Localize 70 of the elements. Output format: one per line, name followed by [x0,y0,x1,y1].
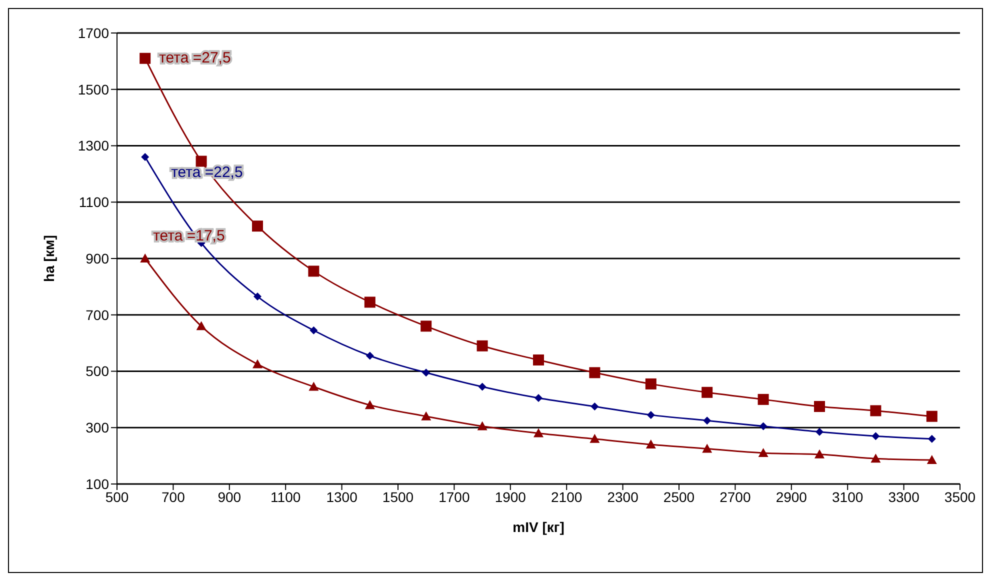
x-tick-label: 1900 [494,488,526,505]
x-tick-label: 1300 [326,488,358,505]
point [870,454,881,463]
x-tick-label: 3100 [832,488,864,505]
x-tick-label: 1100 [270,488,301,505]
x-tick-label: 2100 [551,488,582,505]
point [141,153,150,162]
x-tick-label: 2900 [776,488,808,505]
x-tick-label: 1500 [382,488,414,505]
point [702,444,712,453]
series-label: тета =27,5 [159,49,231,66]
x-tick-label: 2500 [663,488,695,505]
x-tick-label: 2700 [720,488,751,505]
point [140,52,151,64]
y-axis-title: ha [км] [40,235,57,282]
point [421,411,432,420]
point [816,428,824,436]
y-tick-label: 1100 [78,194,110,210]
point [814,400,825,412]
y-tick-label: 900 [86,250,110,266]
x-tick-label: 900 [218,488,242,505]
point [308,266,320,277]
point [758,394,769,405]
x-tick-label: 2300 [607,488,639,505]
point [926,455,937,464]
y-tick-label: 1300 [78,138,110,154]
point [590,402,599,410]
point [534,394,542,402]
point [254,292,262,301]
point [196,321,206,330]
point [476,340,488,352]
point [252,359,262,368]
point [534,428,544,438]
point [702,386,713,398]
point [310,326,318,334]
y-tick-label: 700 [86,306,110,323]
point [646,440,656,449]
point [364,400,375,410]
x-tick-label: 3300 [888,488,920,505]
y-tick-label: 1500 [78,81,110,98]
point [252,220,263,232]
y-tick-label: 300 [86,420,110,436]
point [870,405,882,416]
point [590,434,600,443]
point [872,432,880,440]
point [196,156,207,167]
y-tick-label: 500 [86,363,110,380]
x-tick-label: 700 [162,488,186,505]
point [533,354,544,366]
point [928,434,936,443]
point [308,382,319,391]
x-tick-label: 1700 [438,488,470,505]
point [589,367,600,378]
point [477,421,488,430]
point [645,378,656,390]
point [478,382,486,391]
point [703,416,712,425]
point [758,448,768,457]
point [420,320,432,332]
point [814,449,824,458]
point [646,410,655,419]
point [364,296,376,308]
point [926,410,938,422]
point [759,422,768,430]
x-axis-title: mIV [кг] [512,519,564,535]
point [140,254,150,262]
point [366,352,374,360]
point [422,368,430,377]
y-tick-label: 1700 [78,24,110,41]
x-tick-label: 3500 [944,488,976,505]
